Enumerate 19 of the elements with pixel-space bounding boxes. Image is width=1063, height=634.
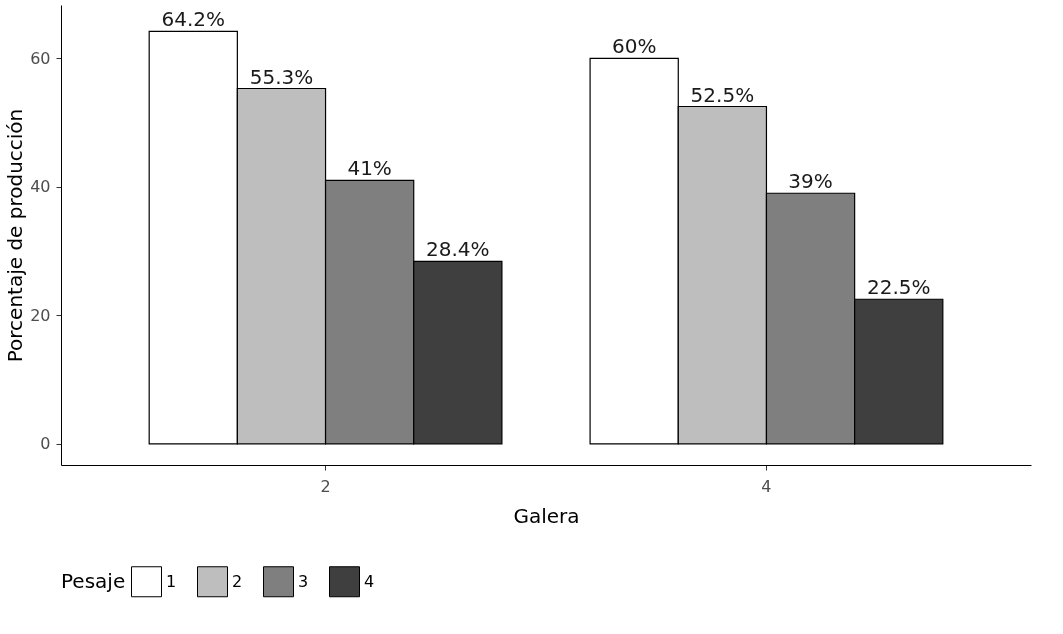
data-label: 41% [347,156,392,181]
data-label: 22.5% [866,275,931,300]
data-label: 60% [611,34,657,59]
y-tick-label: 60 [30,48,51,68]
legend-title: Pesaje [61,569,126,593]
y-axis-title: Porcentaje de producción [3,108,28,363]
y-tick-label: 20 [30,305,51,325]
y-tick-label: 0 [40,434,51,454]
data-label: 28.4% [426,237,490,262]
legend-label: 2 [232,571,243,591]
legend-label: 4 [364,571,375,591]
data-label: 52.5% [690,82,755,107]
data-label: 64.2% [161,7,226,32]
data-label: 55.3% [249,64,314,89]
x-axis-title: Galera [513,503,580,528]
legend-label: 3 [298,571,309,591]
y-tick-label: 40 [30,177,51,197]
data-label: 39% [788,169,833,194]
legend-label: 1 [166,571,177,591]
